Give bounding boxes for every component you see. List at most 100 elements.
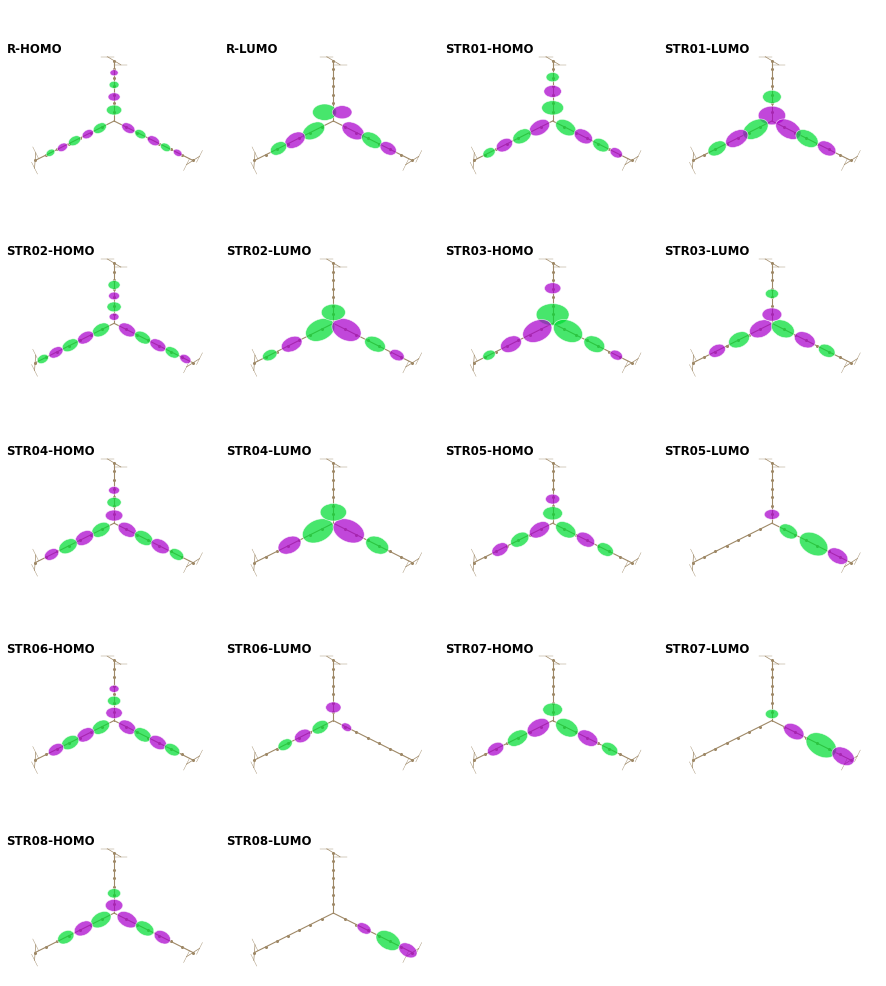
Ellipse shape xyxy=(105,708,122,719)
Ellipse shape xyxy=(135,530,152,546)
Ellipse shape xyxy=(302,123,325,141)
Ellipse shape xyxy=(546,495,560,505)
Ellipse shape xyxy=(709,345,726,358)
Text: STR05-LUMO: STR05-LUMO xyxy=(664,445,750,458)
Ellipse shape xyxy=(544,284,561,295)
Ellipse shape xyxy=(106,106,121,115)
Ellipse shape xyxy=(556,719,579,738)
Ellipse shape xyxy=(361,133,382,149)
Ellipse shape xyxy=(109,293,120,301)
Ellipse shape xyxy=(109,82,119,90)
Ellipse shape xyxy=(766,290,779,299)
Ellipse shape xyxy=(483,149,495,159)
Ellipse shape xyxy=(306,319,335,342)
Ellipse shape xyxy=(165,347,179,359)
Ellipse shape xyxy=(593,139,609,153)
Ellipse shape xyxy=(784,724,804,740)
Text: R-HOMO: R-HOMO xyxy=(6,43,62,56)
Ellipse shape xyxy=(147,137,159,147)
Ellipse shape xyxy=(819,345,835,358)
Ellipse shape xyxy=(58,539,77,554)
Ellipse shape xyxy=(496,139,513,153)
Ellipse shape xyxy=(37,355,49,364)
Text: STR04-HOMO: STR04-HOMO xyxy=(6,445,96,458)
Ellipse shape xyxy=(282,337,302,353)
Ellipse shape xyxy=(818,142,835,157)
Ellipse shape xyxy=(610,149,622,159)
Text: STR03-HOMO: STR03-HOMO xyxy=(445,246,533,258)
Ellipse shape xyxy=(543,703,563,717)
Ellipse shape xyxy=(150,339,166,352)
Ellipse shape xyxy=(763,92,781,105)
Ellipse shape xyxy=(312,721,329,735)
Ellipse shape xyxy=(107,888,120,898)
Ellipse shape xyxy=(284,133,305,149)
Ellipse shape xyxy=(492,543,509,557)
Ellipse shape xyxy=(527,719,549,738)
Ellipse shape xyxy=(779,525,797,539)
Ellipse shape xyxy=(135,130,146,140)
Ellipse shape xyxy=(610,351,623,361)
Ellipse shape xyxy=(105,899,123,911)
Ellipse shape xyxy=(556,522,576,538)
Ellipse shape xyxy=(536,305,569,326)
Ellipse shape xyxy=(46,150,55,158)
Ellipse shape xyxy=(380,142,396,156)
Ellipse shape xyxy=(578,731,598,746)
Text: STR02-LUMO: STR02-LUMO xyxy=(226,246,311,258)
Ellipse shape xyxy=(74,921,92,936)
Ellipse shape xyxy=(108,94,120,102)
Ellipse shape xyxy=(357,923,371,934)
Ellipse shape xyxy=(708,142,727,157)
Ellipse shape xyxy=(62,339,78,352)
Ellipse shape xyxy=(762,309,781,321)
Text: STR03-LUMO: STR03-LUMO xyxy=(664,246,750,258)
Ellipse shape xyxy=(108,281,120,290)
Ellipse shape xyxy=(134,728,152,742)
Ellipse shape xyxy=(766,710,779,719)
Ellipse shape xyxy=(399,943,417,958)
Ellipse shape xyxy=(501,336,522,353)
Text: STR08-HOMO: STR08-HOMO xyxy=(6,834,96,847)
Ellipse shape xyxy=(556,120,576,137)
Ellipse shape xyxy=(376,931,400,951)
Ellipse shape xyxy=(543,507,563,521)
Ellipse shape xyxy=(508,731,528,746)
Ellipse shape xyxy=(322,305,346,321)
Ellipse shape xyxy=(483,351,495,361)
Ellipse shape xyxy=(117,911,137,928)
Ellipse shape xyxy=(92,323,110,337)
Ellipse shape xyxy=(118,523,136,537)
Ellipse shape xyxy=(77,332,94,345)
Ellipse shape xyxy=(342,123,364,141)
Ellipse shape xyxy=(169,549,183,561)
Ellipse shape xyxy=(49,743,64,756)
Ellipse shape xyxy=(544,87,562,99)
Text: STR05-HOMO: STR05-HOMO xyxy=(445,445,534,458)
Ellipse shape xyxy=(332,106,352,119)
Ellipse shape xyxy=(799,532,828,556)
Ellipse shape xyxy=(270,142,287,156)
Ellipse shape xyxy=(121,123,135,134)
Ellipse shape xyxy=(151,539,169,554)
Ellipse shape xyxy=(90,911,111,928)
Ellipse shape xyxy=(828,548,848,565)
Ellipse shape xyxy=(832,747,854,766)
Ellipse shape xyxy=(487,742,504,756)
Text: STR04-LUMO: STR04-LUMO xyxy=(226,445,311,458)
Ellipse shape xyxy=(341,723,352,732)
Ellipse shape xyxy=(320,504,346,522)
Ellipse shape xyxy=(149,736,167,750)
Ellipse shape xyxy=(109,487,120,495)
Ellipse shape xyxy=(110,71,118,77)
Ellipse shape xyxy=(180,355,191,364)
Ellipse shape xyxy=(795,332,815,349)
Ellipse shape xyxy=(278,536,301,554)
Ellipse shape xyxy=(326,702,341,713)
Ellipse shape xyxy=(776,120,801,140)
Ellipse shape xyxy=(119,323,136,337)
Text: STR07-LUMO: STR07-LUMO xyxy=(664,642,750,655)
Ellipse shape xyxy=(58,144,67,153)
Ellipse shape xyxy=(294,730,311,743)
Ellipse shape xyxy=(750,320,773,338)
